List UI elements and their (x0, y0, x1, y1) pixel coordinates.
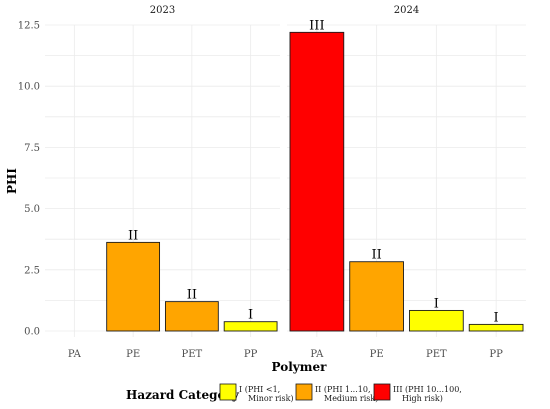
x-tick-label: PET (182, 349, 203, 360)
legend-label: Minor risk) (248, 394, 294, 403)
legend-swatch (295, 383, 313, 401)
x-axis-title: Polymer (272, 360, 328, 374)
bar-hazard-label: II (371, 248, 381, 263)
legend-swatch (373, 383, 391, 401)
bar-hazard-label: II (128, 228, 138, 243)
facet-label: 2024 (394, 5, 419, 16)
bar (164, 301, 219, 332)
bar (468, 323, 524, 332)
legend-label: Medium risk) (324, 394, 378, 403)
legend-label: I (PHI <1, (239, 385, 280, 394)
bar-hazard-label: I (494, 310, 499, 325)
y-tick-label: 2.5 (24, 265, 40, 276)
x-tick-label: PE (370, 349, 384, 360)
bar-hazard-label: I (248, 308, 253, 323)
facet-label: 2023 (150, 5, 175, 16)
bar-hazard-label: III (309, 18, 324, 33)
x-tick-label: PP (244, 349, 258, 360)
y-tick-label: 10.0 (18, 82, 40, 93)
y-axis-title: PHI (5, 168, 19, 194)
x-tick-label: PP (489, 349, 503, 360)
bar (349, 261, 404, 332)
bar (289, 31, 345, 332)
legend-title: Hazard Category (126, 388, 240, 402)
x-tick-label: PA (310, 349, 324, 360)
bar (106, 241, 161, 332)
bar (409, 309, 464, 332)
legend: Hazard Category I (PHI <1,Minor risk) II (… (126, 383, 462, 403)
x-tick-label: PET (426, 349, 447, 360)
x-tick-label: PA (68, 349, 82, 360)
legend-label: High risk) (402, 394, 443, 403)
x-tick-label: PE (126, 349, 140, 360)
y-tick-label: 0.0 (24, 327, 40, 338)
bar-hazard-label: I (434, 296, 439, 311)
y-tick-label: 7.5 (24, 143, 40, 154)
bar (223, 321, 278, 332)
bar-hazard-label: II (187, 288, 197, 303)
legend-label: III (PHI 10...100, (393, 385, 462, 394)
axis-layer: 0.0 2.5 5.0 7.5 10.0 12.5 2023 PA PE PET PP 2024 PA P… (18, 5, 503, 360)
legend-label: II (PHI 1...10, (315, 385, 371, 394)
legend-swatch (219, 383, 237, 401)
y-tick-label: 12.5 (18, 21, 40, 32)
y-tick-label: 5.0 (24, 204, 40, 215)
